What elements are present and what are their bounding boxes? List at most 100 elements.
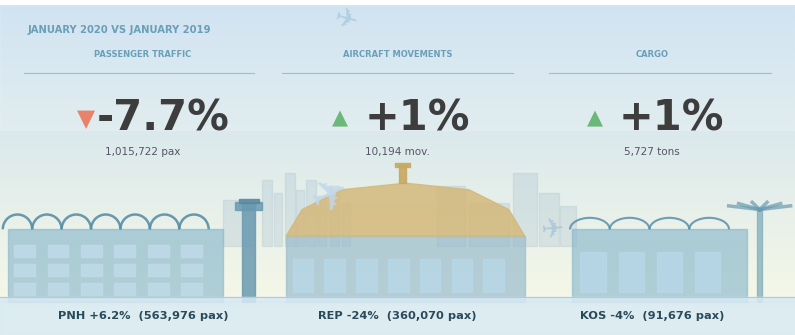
Bar (0, 300, 795, 301)
Bar (0, 46, 795, 47)
Bar (0, 210, 795, 211)
Bar (0, 225, 795, 226)
Bar (0, 312, 795, 313)
Bar (0, 87, 795, 88)
Bar (0, 145, 795, 146)
Bar (0, 146, 795, 147)
Bar (0, 104, 795, 105)
Bar (0, 303, 795, 304)
Bar (0, 118, 795, 119)
Bar (0, 72, 795, 73)
Bar (0, 284, 795, 285)
Bar (0, 121, 795, 122)
Text: 1,015,722 pax: 1,015,722 pax (106, 147, 180, 157)
Bar (0, 266, 795, 267)
Bar (0, 258, 795, 259)
Bar (0, 310, 795, 311)
Bar (0, 105, 795, 106)
Bar (757, 210, 762, 302)
Bar (0, 228, 795, 229)
Bar (0, 52, 795, 53)
Bar (0, 246, 795, 247)
Bar (0, 253, 795, 254)
Bar (0, 270, 795, 271)
Bar (0, 262, 795, 264)
Bar (0, 168, 795, 169)
Bar (0, 97, 795, 98)
Bar (0, 180, 795, 181)
Bar (0, 195, 795, 196)
Bar (0, 126, 795, 127)
Bar (181, 264, 202, 276)
Bar (0, 123, 795, 124)
Bar (0, 131, 795, 133)
Bar (285, 173, 295, 246)
Bar (0, 295, 795, 296)
Bar (0, 158, 795, 159)
Text: ✈: ✈ (304, 169, 356, 224)
Bar (0, 193, 795, 194)
Bar (223, 200, 254, 246)
Bar (0, 14, 795, 15)
Bar (293, 259, 313, 292)
Bar (0, 285, 795, 286)
Bar (0, 203, 795, 204)
Bar (0, 92, 795, 93)
Bar (0, 282, 795, 283)
Bar (148, 283, 169, 295)
Bar (0, 172, 795, 173)
Bar (0, 334, 795, 335)
Bar (0, 264, 795, 265)
Bar (0, 152, 795, 153)
Bar (330, 187, 339, 246)
Bar (0, 216, 795, 217)
Bar (0, 199, 795, 200)
Bar (0, 241, 795, 242)
Bar (0, 267, 795, 268)
Bar (0, 257, 795, 258)
Bar (0, 59, 795, 60)
Bar (0, 211, 795, 212)
Bar (0, 147, 795, 148)
Bar (0, 278, 795, 279)
Bar (0, 269, 795, 270)
Bar (0, 320, 795, 321)
Bar (0, 83, 795, 84)
Bar (0, 163, 795, 164)
Bar (0, 177, 795, 178)
Bar (0, 75, 795, 76)
Bar (0, 233, 795, 234)
Bar (0, 150, 795, 151)
Bar (0, 18, 795, 19)
Bar (0, 144, 795, 145)
Bar (0, 188, 795, 189)
Bar (0, 265, 795, 266)
Bar (0, 190, 795, 191)
Bar (0, 82, 795, 83)
Bar (437, 187, 465, 246)
Bar (0, 62, 795, 63)
Bar (0, 84, 795, 85)
Bar (0, 63, 795, 64)
Text: ▲: ▲ (587, 109, 603, 129)
Bar (0, 212, 795, 213)
Bar (0, 314, 795, 315)
Bar (0, 311, 795, 312)
Bar (296, 190, 304, 246)
Bar (0, 125, 795, 126)
Bar (0, 328, 795, 330)
Bar (469, 203, 509, 246)
Bar (0, 291, 795, 292)
Bar (0, 247, 795, 248)
Bar (81, 245, 102, 257)
Bar (0, 238, 795, 239)
Bar (0, 129, 795, 130)
Bar (0, 293, 795, 294)
Bar (0, 15, 795, 16)
Bar (0, 307, 795, 308)
Bar (0, 11, 795, 13)
Bar (0, 5, 795, 6)
Text: KOS -4%  (91,676 pax): KOS -4% (91,676 pax) (580, 311, 724, 321)
Bar (0, 154, 795, 156)
Bar (0, 166, 795, 168)
